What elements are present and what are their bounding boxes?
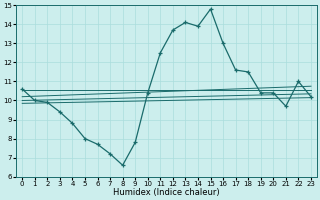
X-axis label: Humidex (Indice chaleur): Humidex (Indice chaleur): [113, 188, 220, 197]
